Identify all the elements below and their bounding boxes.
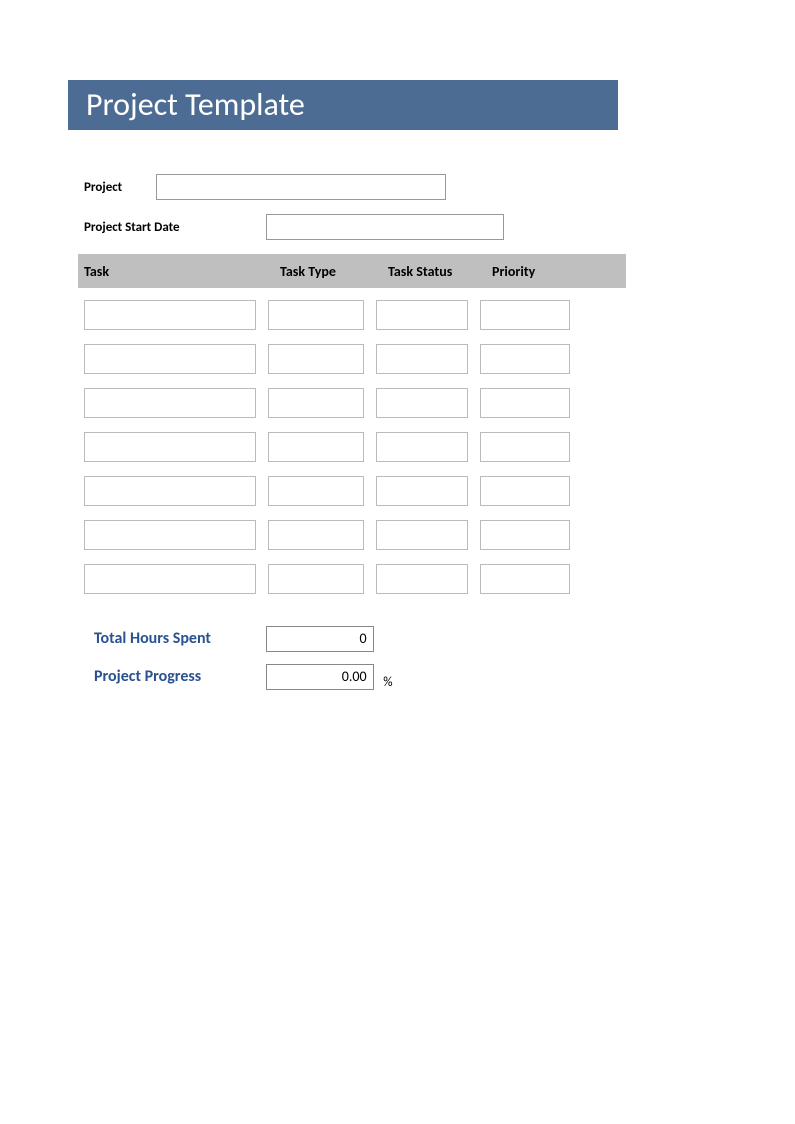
task-status-input[interactable] [376,564,468,594]
project-progress-value: 0.00 [266,664,374,690]
project-progress-row: Project Progress 0.00 % [94,664,393,690]
project-input[interactable] [156,174,446,200]
priority-input[interactable] [480,300,570,330]
start-date-input[interactable] [266,214,504,240]
task-input[interactable] [84,476,256,506]
project-field-row: Project [84,174,446,200]
priority-input[interactable] [480,564,570,594]
table-row [84,564,624,594]
task-input[interactable] [84,520,256,550]
task-status-input[interactable] [376,344,468,374]
table-row [84,344,624,374]
total-hours-row: Total Hours Spent 0 [94,626,374,652]
column-header-task-status: Task Status [382,263,486,280]
column-header-task-type: Task Type [274,263,382,280]
table-body [84,300,624,608]
task-status-input[interactable] [376,476,468,506]
task-type-input[interactable] [268,344,364,374]
task-status-input[interactable] [376,520,468,550]
priority-input[interactable] [480,520,570,550]
column-header-priority: Priority [486,263,586,280]
task-type-input[interactable] [268,564,364,594]
table-header: Task Task Type Task Status Priority [78,254,626,288]
column-header-task: Task [78,263,274,280]
task-type-input[interactable] [268,476,364,506]
task-input[interactable] [84,344,256,374]
table-row [84,300,624,330]
table-row [84,476,624,506]
task-input[interactable] [84,432,256,462]
percent-unit: % [383,675,392,690]
task-status-input[interactable] [376,432,468,462]
start-date-label: Project Start Date [84,220,266,235]
task-input[interactable] [84,300,256,330]
task-input[interactable] [84,388,256,418]
task-type-input[interactable] [268,432,364,462]
priority-input[interactable] [480,344,570,374]
task-input[interactable] [84,564,256,594]
total-hours-label: Total Hours Spent [94,629,262,648]
table-row [84,432,624,462]
table-row [84,520,624,550]
project-progress-label: Project Progress [94,667,262,686]
table-row [84,388,624,418]
priority-input[interactable] [480,476,570,506]
priority-input[interactable] [480,432,570,462]
page-title: Project Template [86,85,305,124]
task-type-input[interactable] [268,520,364,550]
task-status-input[interactable] [376,300,468,330]
project-label: Project [84,180,156,195]
task-type-input[interactable] [268,388,364,418]
priority-input[interactable] [480,388,570,418]
task-status-input[interactable] [376,388,468,418]
start-date-field-row: Project Start Date [84,214,504,240]
total-hours-value: 0 [266,626,374,652]
task-type-input[interactable] [268,300,364,330]
page-title-banner: Project Template [68,80,618,130]
